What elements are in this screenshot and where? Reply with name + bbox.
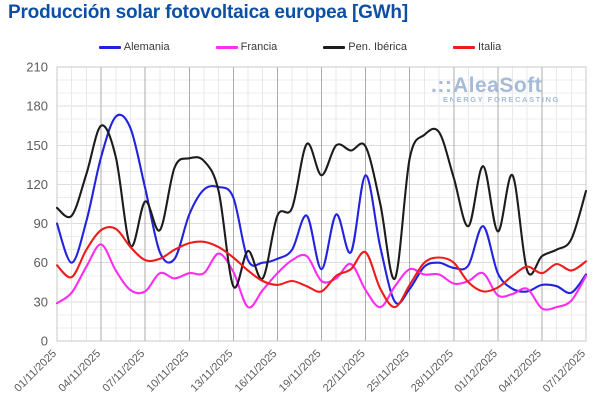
x-tick-label: 01/11/2025 — [12, 348, 59, 395]
x-tick-label: 04/12/2025 — [497, 348, 544, 395]
legend-item-alemania[interactable]: Alemania — [98, 41, 170, 53]
y-tick-label: 180 — [26, 99, 48, 114]
series-line-alemania — [55, 113, 588, 305]
x-tick-label: 10/11/2025 — [145, 348, 192, 395]
legend-label: Alemania — [123, 41, 170, 53]
legend-label: Italia — [478, 41, 502, 53]
x-tick-label: 13/11/2025 — [189, 348, 236, 395]
x-tick-label: 04/11/2025 — [56, 348, 103, 395]
legend-label: Francia — [240, 41, 278, 53]
x-tick-label: 01/12/2025 — [453, 348, 500, 395]
x-tick-label: 07/12/2025 — [541, 348, 588, 395]
plot-svg: 030609012015018021001/11/202504/11/20250… — [12, 60, 588, 396]
plot-border — [56, 66, 587, 342]
chart-title: Producción solar fotovoltaica europea [G… — [8, 2, 408, 23]
y-tick-label: 210 — [26, 60, 48, 75]
y-tick-label: 150 — [26, 138, 48, 153]
x-tick-label: 22/11/2025 — [321, 348, 368, 395]
legend-item-francia[interactable]: Francia — [215, 41, 278, 53]
watermark-dots-icon: .:: — [431, 74, 452, 97]
series-line-francia — [55, 243, 588, 311]
legend-item-italia[interactable]: Italia — [453, 41, 501, 53]
legend-label: Pen. Ibérica — [348, 41, 407, 53]
x-tick-label: 25/11/2025 — [365, 348, 412, 395]
watermark-tagline: ENERGY FORECASTING — [443, 95, 560, 104]
x-tick-label: 28/11/2025 — [409, 348, 456, 395]
y-tick-label: 30 — [34, 294, 48, 309]
x-tick-label: 19/11/2025 — [277, 348, 324, 395]
legend-swatch-icon — [98, 45, 121, 49]
legend-item-pen-ib-rica[interactable]: Pen. Ibérica — [323, 41, 407, 53]
series-line-italia — [55, 226, 588, 309]
y-tick-label: 0 — [41, 334, 48, 349]
series-line-pen-ib-rica — [55, 124, 588, 289]
legend-swatch-icon — [323, 45, 346, 49]
y-tick-label: 120 — [26, 177, 48, 192]
x-tick-label: 16/11/2025 — [233, 348, 280, 395]
y-tick-label: 60 — [34, 255, 48, 270]
y-tick-label: 90 — [34, 216, 48, 231]
watermark-logo: AleaSoft — [453, 74, 542, 97]
legend-swatch-icon — [215, 45, 238, 49]
x-tick-label: 07/11/2025 — [100, 348, 147, 395]
chart-legend: Alemania Francia Pen. Ibérica Italia — [0, 41, 600, 53]
legend-swatch-icon — [453, 45, 475, 49]
